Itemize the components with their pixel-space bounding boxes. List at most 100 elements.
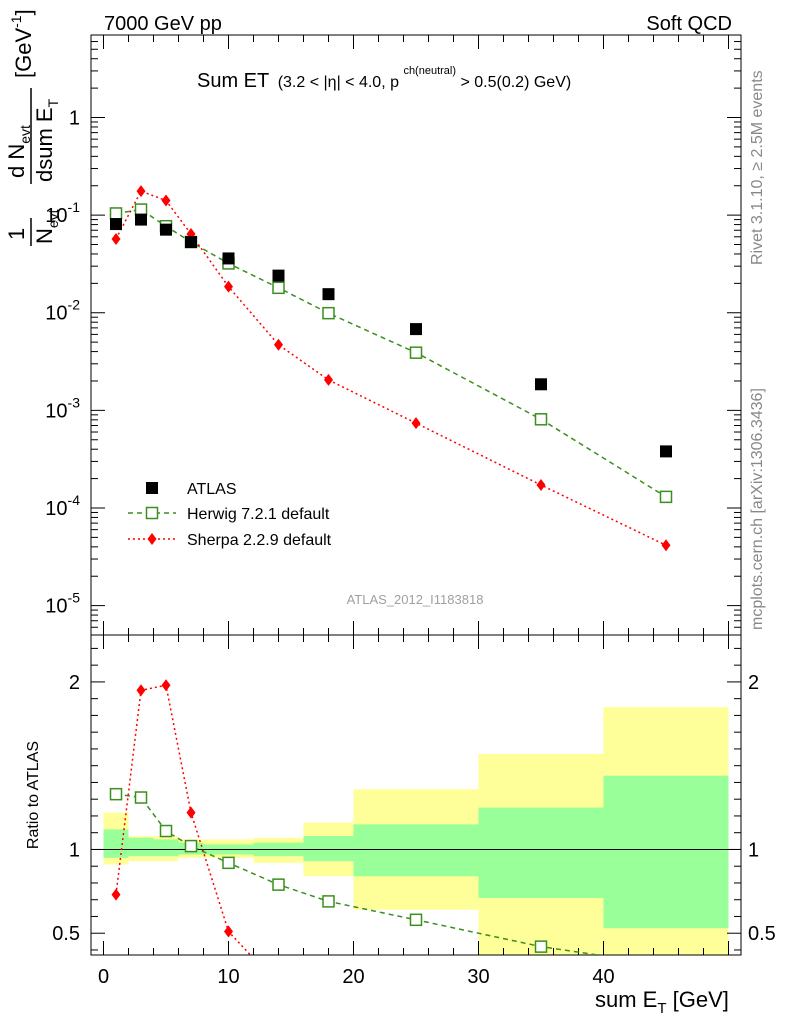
legend-label: Herwig 7.2.1 default: [187, 506, 330, 523]
herwig-ratio-point: [159, 824, 173, 838]
sherpa-point: [274, 338, 283, 351]
band-inner-bin: [303, 836, 354, 862]
x-tick-label: 30: [467, 966, 489, 988]
atlas-point: [135, 213, 147, 226]
herwig-ratio-point: [184, 839, 198, 853]
main-title-sup: ch(neutral): [403, 65, 456, 77]
sherpa-ratio-point: [186, 806, 196, 819]
sherpa-point: [411, 417, 421, 430]
herwig-ratio-point: [322, 895, 335, 908]
herwig-ratio-point: [134, 791, 148, 804]
side-text-top: Rivet 3.1.10, ≥ 2.5M events: [749, 70, 766, 265]
band-inner-bin: [153, 839, 179, 857]
legend-label: Sherpa 2.2.9 default: [187, 532, 332, 549]
atlas-point: [410, 323, 422, 336]
legend-label: ATLAS: [187, 481, 237, 498]
atlas-point: [660, 445, 672, 458]
herwig-ratio-point: [534, 940, 548, 953]
herwig-ratio-point: [109, 787, 123, 801]
main-title-main: Sum ET: [197, 70, 269, 92]
x-tick-label: 0: [98, 966, 109, 988]
herwig-point: [109, 207, 123, 220]
herwig-ratio-point: [272, 878, 285, 891]
ratio-y-tick-label: 2: [69, 672, 80, 694]
atlas-point: [160, 223, 172, 236]
sherpa-ratio-point: [161, 679, 171, 692]
ratio-data-layer: [109, 679, 603, 955]
axis-ticks: [91, 34, 741, 955]
sherpa-point: [136, 185, 146, 198]
sherpa-ratio-point: [224, 925, 233, 938]
x-tick-label: 20: [342, 966, 364, 988]
ratio-y-axis-label: Ratio to ATLAS: [25, 741, 42, 849]
ylabel-frac-bottom: dsum ET: [32, 98, 61, 182]
atlas-point: [185, 236, 197, 249]
band-inner-bin: [353, 824, 479, 877]
side-text-bottom: mcplots.cern.ch [arXiv:1306.3436]: [749, 388, 766, 630]
band-inner-bin: [603, 775, 729, 929]
main-title: Sum ET (3.2 < |η| < 4.0, p ch(neutral) >…: [197, 61, 571, 92]
ylabel-n: Nevt: [32, 209, 61, 244]
main-title-tail: > 0.5(0.2) GeV): [460, 74, 571, 91]
header-left: 7000 GeV pp: [104, 13, 222, 35]
atlas-point: [272, 269, 285, 282]
sherpa-point: [536, 478, 546, 491]
atlas-point: [222, 252, 235, 265]
ratio-y-tick-label: 0.5: [52, 923, 80, 945]
sherpa-ratio-point: [136, 684, 146, 697]
x-tick-label: 10: [217, 966, 239, 988]
herwig-ratio-point: [222, 856, 235, 870]
ratio-y-tick-label: 1: [69, 839, 80, 861]
ratio-y-tick-label-right: 2: [748, 672, 759, 694]
legend: ATLAS Herwig 7.2.1 default Sherpa 2.2.9 de…: [128, 481, 332, 549]
ratio-y-tick-label-right: 0.5: [748, 923, 776, 945]
ylabel-unit: [GeV-1]: [8, 9, 36, 78]
sherpa-point: [111, 232, 121, 245]
ylabel-frac-top: d Nevt: [4, 125, 33, 178]
band-inner-bin: [103, 829, 129, 858]
legend-marker-sherpa: [147, 533, 157, 545]
atlas-point: [535, 378, 547, 391]
herwig-point: [409, 346, 423, 359]
y-tick-label: 10-4: [45, 492, 80, 520]
band-inner-bin: [478, 807, 604, 899]
ratio-clipped-group: [109, 679, 603, 955]
legend-marker-herwig: [145, 506, 159, 520]
atlas-point: [110, 218, 122, 231]
header-right: Soft QCD: [646, 13, 732, 35]
main-y-axis-label: 1 Nevt d Nevt dsum ET [GeV-1]: [4, 9, 61, 246]
herwig-point: [322, 306, 335, 320]
x-axis-label: sum ET [GeV]: [595, 987, 729, 1017]
atlas-point: [322, 288, 335, 301]
y-tick-label: 10-5: [45, 590, 80, 618]
sherpa-ratio-point: [111, 888, 121, 901]
sherpa-point: [161, 194, 171, 207]
y-tick-label: 10-2: [45, 297, 80, 325]
herwig-point: [272, 281, 285, 295]
x-tick-label: 40: [592, 966, 614, 988]
main-title-detail: (3.2 < |η| < 4.0, p: [278, 74, 399, 91]
herwig-ratio-point: [409, 913, 423, 927]
sherpa-line: [115, 190, 667, 546]
ylabel-one: 1: [4, 228, 29, 240]
herwig-point: [534, 413, 548, 426]
main-data-layer: [109, 185, 673, 552]
analysis-watermark: ATLAS_2012_I1183818: [347, 592, 484, 607]
herwig-point: [659, 490, 673, 504]
band-inner-bin: [128, 837, 154, 857]
axis-tick-labels: 0 10 20 30 40 10-5 10-4 10-3 10-2 10-1 1 0.5 0.5 1 1 2 2: [45, 108, 776, 988]
ratio-plot-frame: [90, 634, 742, 956]
herwig-point: [134, 203, 148, 216]
sherpa-point: [224, 280, 233, 293]
y-tick-label: 10-3: [45, 394, 80, 422]
y-tick-label: 1: [69, 108, 80, 130]
legend-marker-atlas: [146, 482, 158, 494]
ratio-uncertainty-bands: [103, 707, 729, 955]
herwig-ratio-line: [115, 793, 603, 955]
sherpa-point: [324, 373, 333, 386]
sherpa-point: [661, 539, 671, 552]
y-tick-label: 10-1: [45, 199, 80, 227]
ratio-y-tick-label-right: 1: [748, 839, 759, 861]
herwig-line: [115, 208, 667, 498]
